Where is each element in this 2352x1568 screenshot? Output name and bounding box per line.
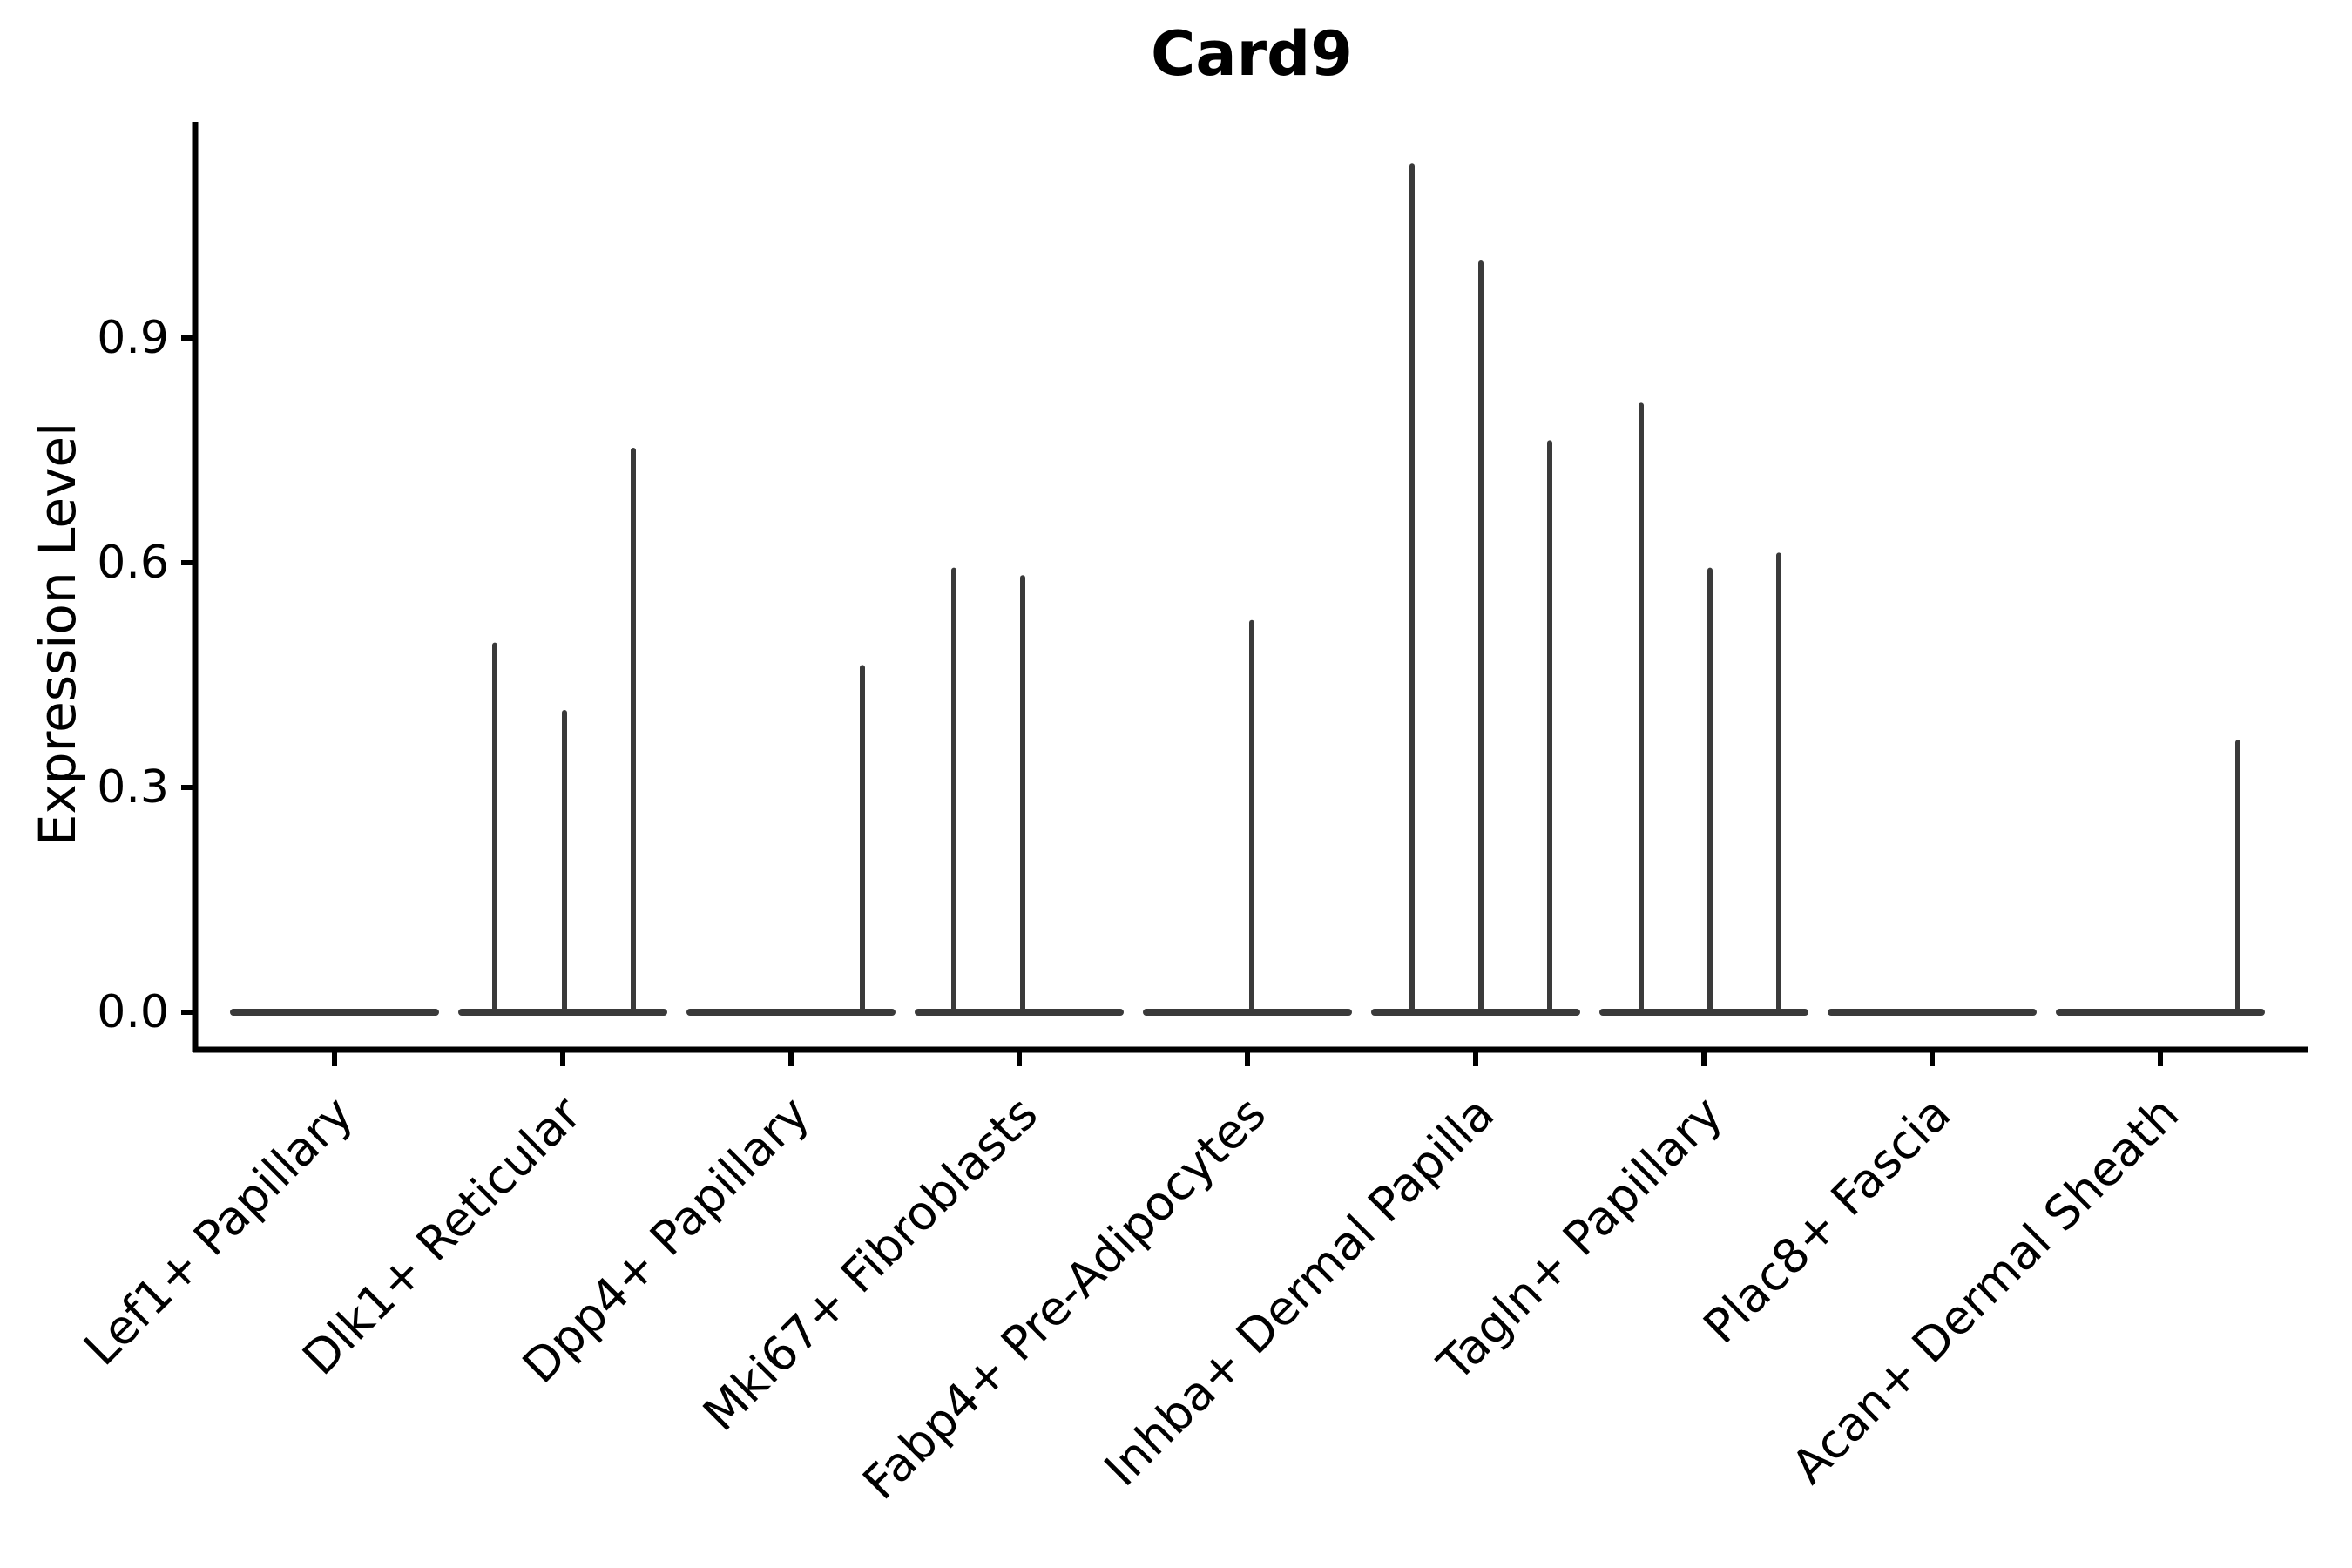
violin-zero-body bbox=[1599, 1009, 1808, 1016]
violin-zero-body bbox=[1371, 1009, 1580, 1016]
x-category-label: Acan+ Dermal Sheath bbox=[1781, 1086, 2189, 1494]
y-tick-label: 0.6 bbox=[97, 537, 169, 589]
violin-zero-body bbox=[686, 1009, 896, 1016]
violin-zero-body bbox=[1143, 1009, 1352, 1016]
violin-zero-body bbox=[2056, 1009, 2265, 1016]
violin-zero-body bbox=[1828, 1009, 2037, 1016]
y-tick-label: 0.3 bbox=[97, 761, 169, 814]
y-tick-label: 0.0 bbox=[97, 986, 169, 1038]
x-category-label: Inhba+ Dermal Papilla bbox=[1094, 1086, 1504, 1497]
violin-zero-body bbox=[915, 1009, 1124, 1016]
y-tick-label: 0.9 bbox=[97, 312, 169, 364]
chart-title: Card9 bbox=[1151, 18, 1353, 90]
x-category-label: Fabp4+ Pre-Adipocytes bbox=[852, 1086, 1276, 1511]
violin-zero-body bbox=[230, 1009, 439, 1016]
x-category-label: Plac8+ Fascia bbox=[1693, 1086, 1961, 1355]
